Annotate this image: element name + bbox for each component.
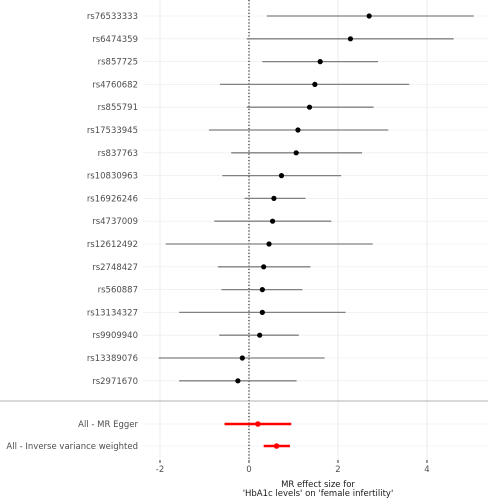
snp-label: rs857725 [98,58,138,68]
estimate-point [306,104,313,110]
snp-label: rs76533333 [87,12,138,22]
snp-label: rs837763 [98,149,138,159]
snp-label: rs2748427 [92,263,138,273]
summary-point [255,421,261,427]
snp-label: rs4737009 [92,217,138,227]
snp-label: rs13134327 [87,308,138,318]
estimate-point [295,127,301,133]
x-tick-label: 4 [424,465,429,475]
estimate-point [347,36,354,42]
summary-label: All - Inverse variance weighted [6,442,138,452]
estimate-point [271,195,277,201]
snp-label: rs17533945 [87,126,138,136]
estimate-point [278,173,285,179]
x-tick-label: 0 [246,465,251,475]
x-tick-label: -2 [156,465,164,475]
estimate-point [257,332,263,338]
estimate-point [239,355,245,361]
estimate-point [266,241,272,247]
label-layer: rs76533333 rs6474359 rs857725 rs4760682 rs85… [6,12,138,452]
estimate-point [366,13,372,19]
snp-label: rs16926246 [87,194,138,204]
snp-label: rs9909940 [92,331,138,341]
snp-label: rs13389076 [87,354,138,364]
estimate-point [235,378,241,384]
estimate-point [312,81,318,87]
snp-label: rs10830963 [87,172,138,182]
snp-label: rs12612492 [87,240,138,250]
snp-label: rs6474359 [92,35,138,45]
tick-layer: -2 0 2 4 [156,460,430,475]
estimate-point [269,218,276,224]
summary-label: All - MR Egger [78,420,138,430]
estimate-point [259,309,265,315]
snp-label: rs4760682 [92,80,138,90]
estimate-point [293,150,299,156]
estimate-point [259,287,265,293]
point-layer [235,13,372,449]
snp-label: rs560887 [98,286,138,296]
estimate-point [317,59,323,65]
x-axis-title-line-2: 'HbA1c levels' on 'female infertility' [243,489,394,498]
x-axis-title-line-1: MR effect size for [281,480,355,490]
estimate-point [261,264,267,270]
summary-point [273,443,280,449]
x-tick-label: 2 [335,465,340,475]
snp-label: rs2971670 [92,377,138,387]
snp-label: rs855791 [98,103,138,113]
